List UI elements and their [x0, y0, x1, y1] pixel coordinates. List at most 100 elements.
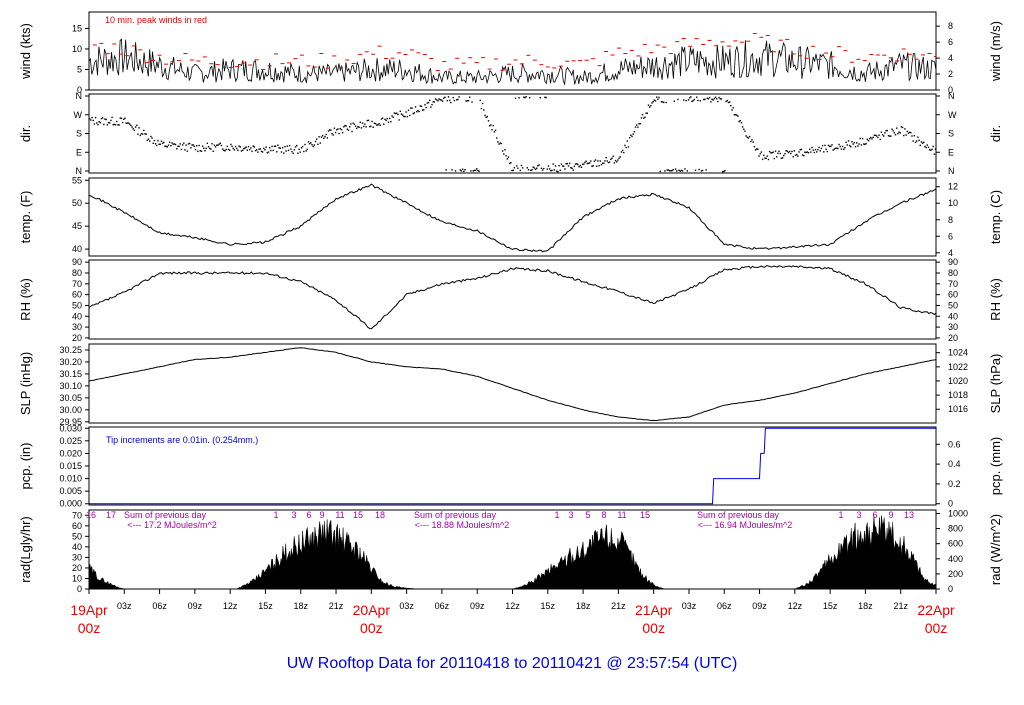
direction-dot: [723, 170, 725, 173]
direction-dot: [212, 150, 214, 153]
direction-dot: [274, 145, 277, 147]
direction-dot: [914, 141, 917, 144]
direction-dot: [434, 98, 437, 100]
direction-dot: [101, 117, 104, 119]
chart-title: UW Rooftop Data for 20110418 to 20110421…: [287, 655, 738, 672]
direction-dot: [732, 107, 734, 109]
direction-dot: [120, 117, 123, 120]
direction-dot: [386, 117, 389, 120]
direction-dot: [241, 149, 244, 152]
ylabel-left: pcp. (in): [18, 443, 33, 490]
direction-dot: [616, 161, 618, 163]
direction-dot: [553, 169, 556, 171]
direction-dot: [445, 169, 447, 171]
direction-dot: [156, 144, 158, 147]
direction-dot: [138, 127, 140, 129]
direction-dot: [739, 119, 741, 122]
plot-area-pcp: [89, 427, 936, 505]
direction-dot: [476, 168, 478, 170]
direction-dot: [863, 143, 865, 145]
direction-dot: [874, 134, 877, 137]
direction-dot: [124, 117, 126, 119]
direction-dot: [580, 166, 583, 168]
direction-dot: [128, 123, 131, 125]
direction-dot: [107, 121, 110, 124]
direction-dot: [387, 121, 390, 123]
direction-dot: [321, 134, 324, 137]
direction-dot: [264, 149, 266, 151]
panel-frame: [88, 343, 937, 424]
direction-dot: [227, 148, 230, 151]
direction-dot: [704, 98, 706, 101]
direction-dot: [844, 147, 846, 149]
direction-dot: [581, 163, 584, 165]
right-tick-label: 1020: [948, 376, 968, 386]
direction-dot: [577, 163, 579, 166]
direction-dot: [385, 119, 387, 122]
direction-dot: [353, 123, 356, 126]
direction-dot: [792, 156, 794, 158]
direction-dot: [406, 115, 409, 118]
direction-dot: [571, 167, 573, 169]
direction-dot: [200, 150, 203, 152]
direction-dot: [343, 126, 345, 128]
direction-dot: [631, 135, 633, 138]
direction-dot: [588, 162, 591, 164]
time-tick-label: 12z: [505, 601, 520, 611]
direction-dot: [421, 109, 424, 111]
direction-dot: [699, 100, 701, 102]
direction-dot: [225, 148, 227, 151]
right-tick-label: 0: [948, 499, 953, 509]
direction-dot: [236, 147, 238, 150]
direction-dot: [176, 147, 178, 150]
left-tick-label: 10: [72, 573, 82, 583]
direction-dot: [168, 141, 171, 143]
direction-dot: [921, 142, 924, 144]
direction-dot: [591, 165, 593, 168]
direction-dot: [132, 128, 134, 130]
left-tick-label: S: [76, 129, 82, 139]
direction-dot: [211, 143, 213, 145]
direction-dot: [150, 135, 152, 138]
direction-dot: [261, 151, 264, 153]
direction-dot: [851, 141, 853, 143]
direction-dot: [654, 100, 657, 102]
direction-dot: [121, 121, 124, 124]
direction-dot: [518, 97, 520, 99]
direction-dot: [394, 112, 397, 115]
direction-dot: [479, 99, 481, 102]
direction-dot: [853, 141, 856, 144]
direction-dot: [134, 126, 137, 128]
direction-dot: [617, 159, 619, 161]
direction-dot: [399, 110, 401, 113]
left-tick-label: N: [76, 91, 83, 101]
direction-dot: [186, 150, 189, 152]
direction-dot: [618, 157, 620, 159]
direction-dot: [538, 164, 540, 166]
direction-dot: [243, 147, 245, 150]
direction-dot: [787, 151, 790, 154]
time-tick-label: 18z: [293, 601, 308, 611]
plot-area-wind: [89, 32, 936, 86]
ylabel-right: RH (%): [988, 278, 1003, 321]
direction-dot: [471, 101, 473, 103]
direction-dot: [597, 160, 599, 162]
direction-dot: [152, 142, 154, 145]
direction-dot: [566, 162, 569, 165]
direction-dot: [677, 98, 679, 101]
direction-dot: [690, 96, 692, 98]
direction-dot: [272, 149, 274, 152]
time-tick-label: 12z: [223, 601, 238, 611]
direction-dot: [543, 167, 545, 170]
direction-dot: [637, 126, 639, 128]
direction-dot: [253, 146, 256, 148]
direction-dot: [157, 140, 159, 142]
left-tick-label: 30.25: [59, 345, 82, 355]
direction-dot: [801, 154, 804, 156]
direction-dot: [287, 149, 290, 152]
direction-dot: [307, 141, 310, 143]
direction-dot: [474, 169, 477, 172]
direction-dot: [903, 134, 905, 137]
direction-dot: [534, 168, 537, 171]
direction-dot: [508, 162, 511, 165]
